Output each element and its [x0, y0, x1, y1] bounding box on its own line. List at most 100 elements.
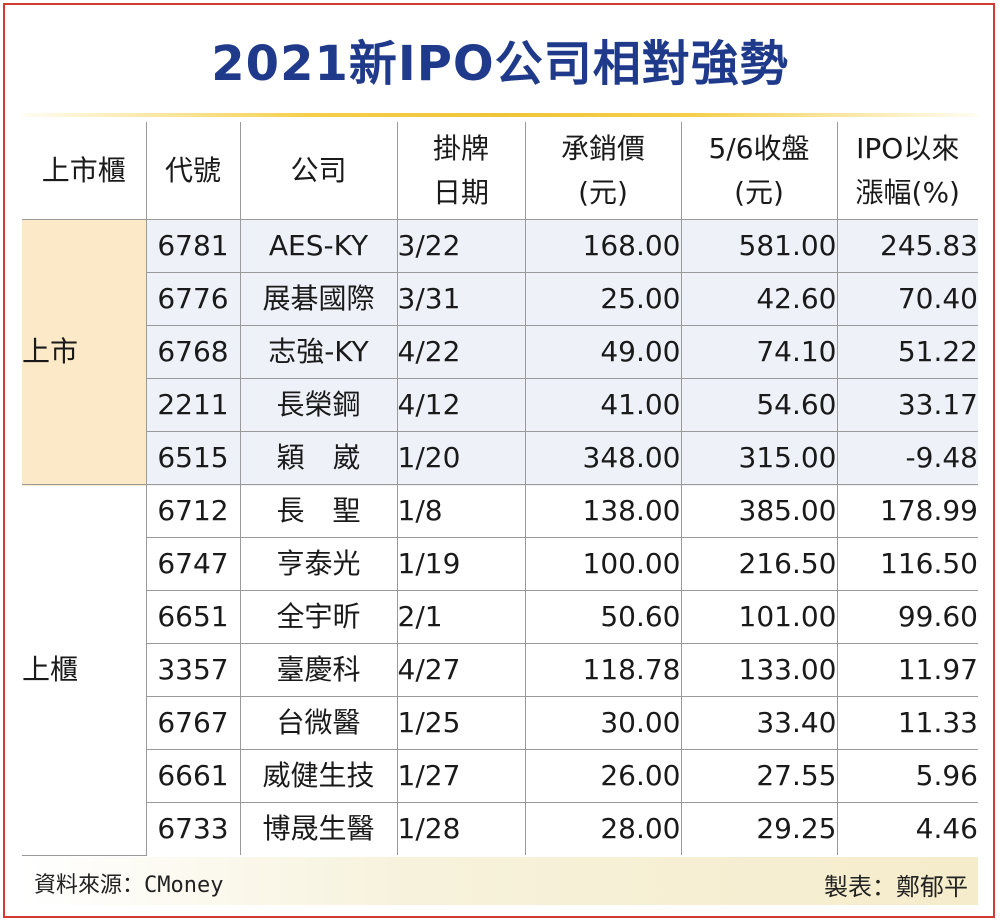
return-cell: 51.22: [836, 325, 978, 379]
listing-date-cell: 1/27: [396, 749, 526, 803]
header-return: IPO以來 漲幅(%): [836, 122, 978, 220]
close-price-cell: 74.10: [680, 325, 838, 379]
code-cell: 6651: [146, 590, 241, 644]
close-price-cell: 54.60: [680, 378, 838, 432]
table-row: 上市 6781 AES-KY 3/22 168.00 581.00 245.83: [22, 219, 978, 485]
header-listing-date: 掛牌 日期: [396, 122, 526, 220]
footer-band: [22, 857, 978, 905]
return-cell: 11.33: [836, 696, 978, 750]
close-price-cell: 29.25: [680, 802, 838, 855]
ipo-price-cell: 41.00: [524, 378, 682, 432]
table-row: 上櫃 6712 長 聖 1/8 138.00 385.00 178.99: [22, 484, 978, 856]
company-cell: 臺慶科: [239, 643, 398, 697]
maker-note: 製表：鄭郁平: [824, 873, 968, 901]
company-cell: 全宇昕: [239, 590, 398, 644]
ipo-table: 上市櫃 代號 公司 掛牌 日期 承銷價 (元) 5/6收盤 (元) IPO以來 漲幅(%…: [22, 122, 978, 856]
company-cell: 博晟生醫: [239, 802, 398, 855]
code-cell: 3357: [146, 643, 241, 697]
market-cell: 上市: [22, 219, 147, 485]
code-cell: 6733: [146, 802, 241, 855]
return-cell: 5.96: [836, 749, 978, 803]
return-cell: 99.60: [836, 590, 978, 644]
header-close-price: 5/6收盤 (元): [680, 122, 838, 220]
outer-frame: [3, 3, 995, 918]
listing-date-cell: 4/22: [396, 325, 526, 379]
code-cell: 6768: [146, 325, 241, 379]
company-cell: 威健生技: [239, 749, 398, 803]
ipo-price-cell: 118.78: [524, 643, 682, 697]
table-row: 6661 威健生技 1/27 26.00 27.55 5.96: [22, 749, 978, 803]
company-cell: 志強-KY: [239, 325, 398, 379]
code-cell: 6747: [146, 537, 241, 591]
code-cell: 2211: [146, 378, 241, 432]
table-row: 6776 展碁國際 3/31 25.00 42.60 70.40: [22, 272, 978, 326]
close-price-cell: 33.40: [680, 696, 838, 750]
table-row: 6768 志強-KY 4/22 49.00 74.10 51.22: [22, 325, 978, 379]
close-price-cell: 581.00: [680, 219, 838, 273]
listing-date-cell: 1/19: [396, 537, 526, 591]
ipo-price-cell: 30.00: [524, 696, 682, 750]
header-code: 代號: [145, 122, 241, 220]
company-cell: 展碁國際: [239, 272, 398, 326]
company-cell: 台微醫: [239, 696, 398, 750]
market-cell: 上櫃: [22, 484, 147, 856]
code-cell: 6781: [145, 219, 241, 273]
ipo-price-cell: 100.00: [524, 537, 682, 591]
ipo-price-cell: 138.00: [524, 484, 682, 538]
table-row: 2211 長榮鋼 4/12 41.00 54.60 33.17: [22, 378, 978, 432]
return-cell: 245.83: [836, 219, 978, 273]
return-cell: -9.48: [836, 431, 978, 485]
listing-date-cell: 2/1: [396, 590, 526, 644]
listing-date-cell: 1/25: [396, 696, 526, 750]
ipo-price-cell: 348.00: [524, 431, 682, 485]
table-row: 6651 全宇昕 2/1 50.60 101.00 99.60: [22, 590, 978, 644]
table-row: 3357 臺慶科 4/27 118.78 133.00 11.97: [22, 643, 978, 697]
company-cell: AES-KY: [239, 219, 398, 273]
close-price-cell: 315.00: [680, 431, 838, 485]
company-cell: 長 聖: [239, 484, 398, 538]
return-cell: 116.50: [836, 537, 978, 591]
page-title: 2021新IPO公司相對強勢: [211, 36, 789, 92]
company-cell: 穎 崴: [239, 431, 398, 485]
listing-date-cell: 1/28: [396, 802, 526, 855]
ipo-price-cell: 50.60: [524, 590, 682, 644]
header-company: 公司: [239, 122, 398, 220]
close-price-cell: 101.00: [680, 590, 838, 644]
code-cell: 6776: [146, 272, 241, 326]
ipo-price-cell: 25.00: [524, 272, 682, 326]
close-price-cell: 27.55: [680, 749, 838, 803]
close-price-cell: 216.50: [680, 537, 838, 591]
code-cell: 6767: [146, 696, 241, 750]
code-cell: 6661: [146, 749, 241, 803]
close-price-cell: 42.60: [680, 272, 838, 326]
close-price-cell: 133.00: [680, 643, 838, 697]
code-cell: 6712: [145, 484, 241, 538]
ipo-price-cell: 28.00: [524, 802, 682, 855]
listing-date-cell: 4/27: [396, 643, 526, 697]
header-ipo-price: 承銷價 (元): [524, 122, 682, 220]
return-cell: 11.97: [836, 643, 978, 697]
listing-date-cell: 3/22: [396, 219, 526, 273]
source-note: 資料來源：CMoney: [34, 873, 224, 898]
table-header-row: 上市櫃 代號 公司 掛牌 日期 承銷價 (元) 5/6收盤 (元) IPO以來 漲幅(%…: [22, 122, 978, 220]
ipo-price-cell: 49.00: [524, 325, 682, 379]
table-row: 6733 博晟生醫 1/28 28.00 29.25 4.46: [22, 802, 978, 855]
listing-date-cell: 3/31: [396, 272, 526, 326]
return-cell: 70.40: [836, 272, 978, 326]
listing-date-cell: 4/12: [396, 378, 526, 432]
listing-date-cell: 1/20: [396, 431, 526, 485]
return-cell: 33.17: [836, 378, 978, 432]
title-underline: [22, 113, 978, 117]
code-cell: 6515: [146, 431, 241, 485]
ipo-price-cell: 168.00: [524, 219, 682, 273]
table-row: 6747 亨泰光 1/19 100.00 216.50 116.50: [22, 537, 978, 591]
header-market: 上市櫃: [22, 122, 147, 220]
company-cell: 長榮鋼: [239, 378, 398, 432]
table-row: 6767 台微醫 1/25 30.00 33.40 11.33: [22, 696, 978, 750]
ipo-price-cell: 26.00: [524, 749, 682, 803]
return-cell: 4.46: [836, 802, 978, 855]
company-cell: 亨泰光: [239, 537, 398, 591]
listing-date-cell: 1/8: [396, 484, 526, 538]
table-row: 6515 穎 崴 1/20 348.00 315.00 -9.48: [22, 431, 978, 485]
return-cell: 178.99: [836, 484, 978, 538]
